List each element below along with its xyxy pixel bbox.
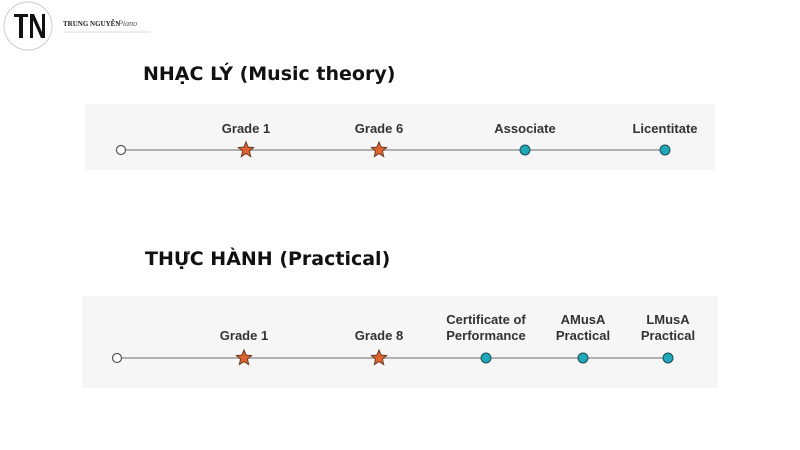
milestone-label: Practical [556, 328, 610, 343]
milestone-star [370, 348, 388, 366]
milestone-star [237, 140, 255, 158]
milestone-label: Grade 6 [355, 121, 403, 136]
milestone-label: AMusA [561, 312, 606, 327]
logo-brand: TRUNG NGUYỄN [63, 20, 120, 28]
milestone-label: Grade 1 [222, 121, 270, 136]
milestone-label: Associate [494, 121, 555, 136]
milestone-star [235, 348, 253, 366]
section-title: NHẠC LÝ (Music theory) [143, 61, 395, 85]
timeline-band [85, 104, 715, 170]
timeline-start [115, 144, 127, 156]
milestone-dot [662, 352, 674, 364]
milestone-dot [577, 352, 589, 364]
logo-mark [14, 14, 45, 38]
milestone-label: Certificate of [446, 312, 526, 327]
logo: TRUNG NGUYỄN Piano [3, 1, 150, 51]
milestone-label: Licentitate [632, 121, 697, 136]
milestone-star [370, 140, 388, 158]
milestone-dot [519, 144, 531, 156]
timeline-band [82, 296, 718, 388]
milestone-label: Grade 8 [355, 328, 403, 343]
section-title: THỰC HÀNH (Practical) [145, 247, 390, 270]
milestone-label: Grade 1 [220, 328, 268, 343]
milestone-dot [480, 352, 492, 364]
milestone-label: LMusA [646, 312, 690, 327]
milestone-dot [659, 144, 671, 156]
milestone-label: Practical [641, 328, 695, 343]
logo-script: Piano [117, 19, 137, 28]
milestone-label: Performance [446, 328, 525, 343]
timeline-start [111, 352, 123, 364]
